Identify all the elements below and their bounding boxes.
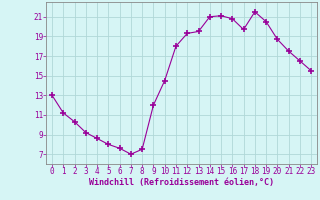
X-axis label: Windchill (Refroidissement éolien,°C): Windchill (Refroidissement éolien,°C) bbox=[89, 178, 274, 187]
